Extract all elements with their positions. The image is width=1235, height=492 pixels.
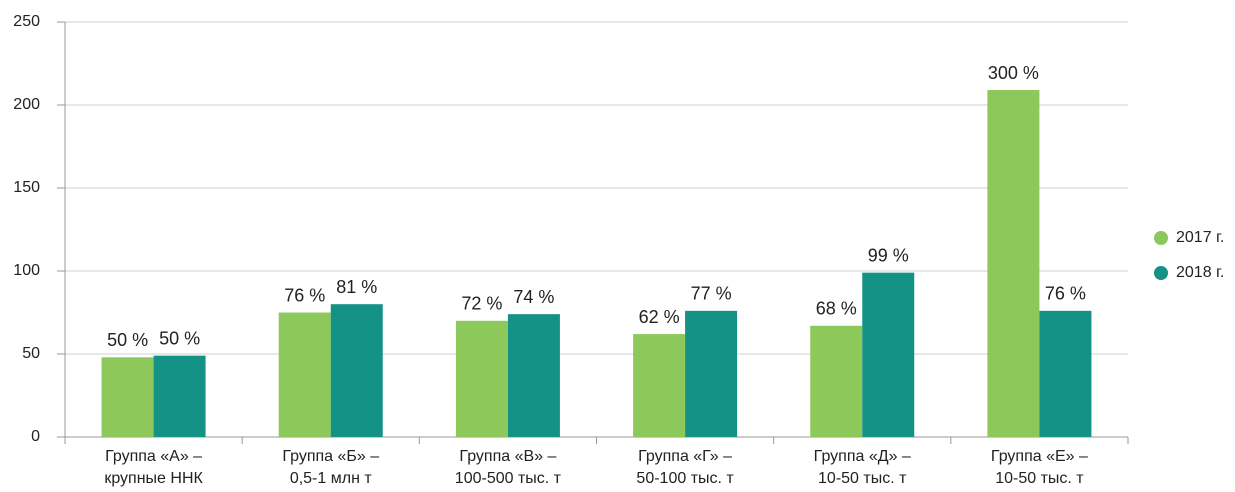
bar <box>987 90 1040 437</box>
data-label: 62 % <box>639 307 680 327</box>
x-tick-label: Группа «Е» – <box>991 448 1088 465</box>
x-tick-label: 50-100 тыс. т <box>636 470 734 487</box>
data-label: 81 % <box>336 277 377 297</box>
data-label: 50 % <box>107 330 148 350</box>
x-tick-label: Группа «Д» – <box>814 448 911 465</box>
bar <box>685 310 738 437</box>
legend-label: 2018 г. <box>1176 264 1224 281</box>
legend-marker <box>1154 266 1168 280</box>
bar <box>810 325 863 437</box>
x-tick-label: Группа «Г» – <box>638 448 732 465</box>
data-label: 74 % <box>513 287 554 307</box>
data-label: 300 % <box>988 63 1039 83</box>
data-label: 76 % <box>1045 284 1086 304</box>
bar <box>330 304 383 437</box>
x-tick-label: 0,5-1 млн т <box>290 470 373 487</box>
x-tick-label: 10-50 тыс. т <box>995 470 1084 487</box>
bar <box>278 312 331 437</box>
y-tick-label: 50 <box>22 345 40 362</box>
x-tick-label: Группа «Б» – <box>282 448 379 465</box>
bar <box>153 355 206 437</box>
bar <box>455 320 508 437</box>
legend-label: 2017 г. <box>1176 229 1224 246</box>
bar <box>633 334 686 437</box>
data-label: 72 % <box>461 294 502 314</box>
bar <box>862 272 915 437</box>
data-label: 77 % <box>691 284 732 304</box>
y-tick-label: 150 <box>13 179 40 196</box>
y-tick-label: 250 <box>13 13 40 30</box>
x-tick-label: Группа «В» – <box>459 448 556 465</box>
bar <box>1039 310 1092 437</box>
data-label: 76 % <box>284 285 325 305</box>
legend-marker <box>1154 231 1168 245</box>
data-label: 99 % <box>868 245 909 265</box>
x-tick-label: 100-500 тыс. т <box>455 470 562 487</box>
y-tick-label: 0 <box>31 428 40 445</box>
x-tick-label: крупные ННК <box>104 470 203 487</box>
bar <box>101 357 154 437</box>
y-tick-label: 200 <box>13 96 40 113</box>
x-tick-label: Группа «А» – <box>105 448 202 465</box>
x-tick-label: 10-50 тыс. т <box>818 470 907 487</box>
data-label: 50 % <box>159 328 200 348</box>
y-tick-label: 100 <box>13 262 40 279</box>
data-label: 68 % <box>816 299 857 319</box>
bar <box>507 314 560 437</box>
